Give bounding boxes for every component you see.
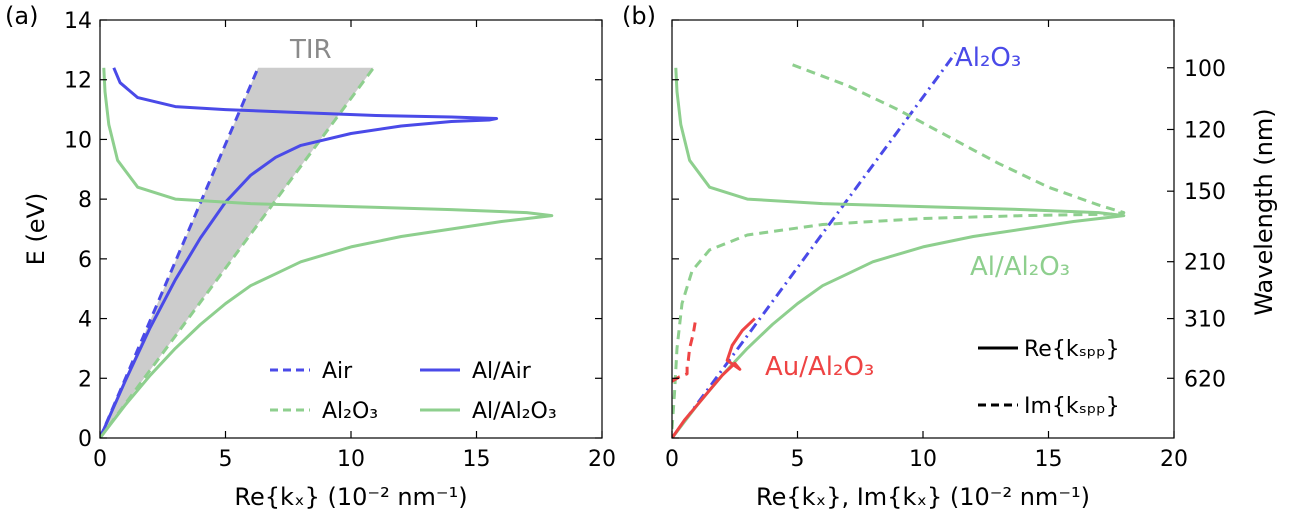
legend-re-label: Re{kₛₚₚ} [1024,337,1120,362]
panel-a-xlabel: Re{kₓ} (10⁻² nm⁻¹) [234,483,467,511]
x-tick-label: 0 [93,447,107,472]
annotation-al2o3: Al₂O₃ [955,43,1021,73]
panel-b-tag: (b) [622,2,656,30]
legend-air-label: Air [322,359,353,384]
panel-b-ylabel: Wavelength (nm) [1250,108,1278,315]
y-right-tick-label: 120 [1184,118,1226,143]
y-right-tick-label: 620 [1184,367,1226,392]
y-tick-label: 0 [78,427,92,452]
annotation-al-al2o3: Al/Al₂O₃ [970,252,1070,282]
panel-a-tag: (a) [5,2,38,30]
panel-a-legend: Air Al/Air Al₂O₃ Al/Al₂O₃ [270,359,557,424]
y-tick-label: 6 [78,248,92,273]
x-tick-label: 10 [337,447,365,472]
x-tick-label: 5 [219,447,233,472]
series-al-o-line [100,66,375,438]
x-tick-label: 15 [463,447,491,472]
y-right-tick-label: 100 [1184,57,1226,82]
x-tick-label: 15 [1035,447,1063,472]
y-tick-label: 8 [78,188,92,213]
series-al-air-line [100,67,499,438]
y-right-tick-label: 310 [1184,308,1226,333]
y-tick-label: 10 [64,128,92,153]
series-al-o-line [672,51,957,438]
panel-b-xlabel: Re{kₓ}, Im{kₓ} (10⁻² nm⁻¹) [756,483,1090,511]
x-tick-label: 0 [665,447,679,472]
y-tick-label: 12 [64,69,92,94]
annotation-au-al2o3: Au/Al₂O₃ [765,352,874,382]
y-tick-label: 14 [64,9,92,34]
y-tick-label: 2 [78,367,92,392]
panel-b-frame [671,19,1175,439]
y-right-tick-label: 210 [1184,251,1226,276]
x-tick-label: 20 [1160,447,1188,472]
series-al-al-o-im-line [672,63,1126,430]
series-al-al-o-line [100,67,554,438]
x-tick-label: 5 [791,447,805,472]
legend-al-al2o3-label: Al/Al₂O₃ [472,399,557,424]
panel-b: 0 5 10 15 20 100 120 150 210 310 620 Al₂O₃ Al/Al₂O… [665,19,1278,511]
series-au-al-o-re-line [672,317,756,438]
x-tick-label: 10 [909,447,937,472]
panel-b-legend: Re{kₛₚₚ} Im{kₛₚₚ} [978,337,1120,419]
y-right-tick-label: 150 [1184,180,1226,205]
series-al-al-o-re-line [672,67,1126,438]
panel-a-ylabel: E (eV) [22,193,50,266]
x-tick-label: 20 [588,447,616,472]
legend-al-air-label: Al/Air [472,359,532,384]
legend-al2o3-label: Al₂O₃ [322,399,378,424]
legend-im-label: Im{kₛₚₚ} [1024,394,1120,419]
tir-label: TIR [289,35,332,65]
panel-a: 0 5 10 15 20 0 2 4 6 8 10 12 14 TIR Re{kₓ} (10⁻² nm⁻… [22,9,616,511]
y-tick-label: 4 [78,308,92,333]
